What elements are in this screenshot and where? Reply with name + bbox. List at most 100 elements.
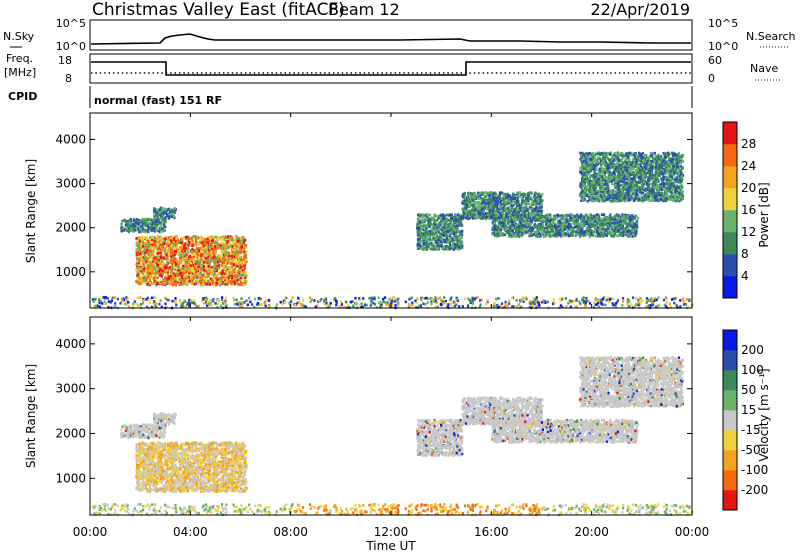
power-cell [238, 262, 240, 265]
power-cell [198, 249, 200, 252]
power-cell [144, 256, 146, 259]
power-cell [478, 206, 480, 209]
power-cell [156, 274, 158, 277]
power-cell [163, 256, 165, 259]
power-cell [181, 254, 183, 257]
power-cell [137, 267, 139, 270]
power-cell [147, 228, 149, 231]
power-cell [432, 237, 434, 240]
power-cell [201, 260, 203, 263]
power-cell [431, 216, 433, 219]
cpid-label: CPID [8, 90, 37, 103]
power-cell [166, 258, 168, 261]
power-cell [489, 199, 491, 202]
power-cell [140, 243, 142, 246]
power-cell [177, 260, 179, 263]
power-cell [475, 194, 477, 197]
power-cell [416, 224, 418, 227]
power-cell [240, 251, 242, 254]
power-cell [458, 243, 460, 246]
power-cell [159, 211, 161, 214]
power-cell [467, 192, 469, 195]
power-cell [207, 280, 209, 283]
power-cell [467, 215, 469, 218]
power-cell [158, 246, 160, 249]
power-cell [237, 274, 239, 277]
power-cell [220, 255, 222, 258]
power-cell [169, 237, 171, 240]
power-cell [174, 254, 176, 257]
power-cell [188, 256, 190, 259]
power-cell [209, 283, 211, 286]
power-cell [156, 270, 158, 273]
power-cell [225, 283, 227, 286]
power-cell [181, 237, 183, 240]
power-cell [208, 265, 210, 268]
power-cell [436, 219, 438, 222]
power-cell [472, 217, 474, 220]
power-cell [218, 256, 220, 259]
power-cell [230, 280, 232, 283]
power-cell [170, 268, 172, 271]
power-cell [144, 220, 146, 223]
power-cell [197, 272, 199, 275]
power-cell [164, 226, 166, 229]
power-cell [162, 230, 164, 233]
power-cell [503, 214, 505, 217]
power-cell [190, 262, 192, 265]
power-cell [461, 230, 463, 233]
power-cell [195, 260, 197, 263]
power-cell [482, 198, 484, 201]
power-cell [537, 210, 539, 213]
power-cell [562, 230, 564, 233]
power-cell [164, 267, 166, 270]
power-cell [423, 224, 425, 227]
power-cell [227, 235, 229, 238]
power-cell [503, 203, 505, 206]
power-cell [164, 208, 166, 211]
power-cell [195, 269, 197, 272]
power-cell [435, 241, 437, 244]
power-cell [420, 227, 422, 230]
power-cell [631, 229, 633, 232]
power-cell [192, 270, 194, 273]
power-cell [463, 203, 465, 206]
power-cell [500, 192, 502, 195]
power-cell [452, 238, 454, 241]
power-cell [491, 210, 493, 213]
power-cell [434, 224, 436, 227]
power-cell [539, 195, 541, 198]
power-cell [500, 200, 502, 203]
power-cell [153, 242, 155, 245]
power-cell [436, 228, 438, 231]
power-cell [222, 258, 224, 261]
power-cell [178, 269, 180, 272]
power-cell [175, 243, 177, 246]
power-cell [426, 248, 428, 251]
nsky-tick-top: 10^5 [56, 17, 86, 30]
power-cell [155, 229, 157, 232]
power-cell [146, 277, 148, 280]
power-cell [431, 246, 433, 249]
power-cell [518, 195, 520, 198]
power-cell [446, 237, 448, 240]
power-cell [170, 213, 172, 216]
power-cell [159, 256, 161, 259]
power-cell [241, 246, 243, 249]
power-cell [457, 213, 459, 216]
power-cell [554, 215, 556, 218]
power-cell [144, 279, 146, 282]
power-cell [485, 191, 487, 194]
power-cell [156, 283, 158, 286]
power-cell [162, 207, 164, 210]
power-cell [610, 235, 612, 238]
power-cell [168, 215, 170, 218]
power-cell [147, 266, 149, 269]
power-cell [418, 234, 420, 237]
power-cell [428, 236, 430, 239]
power-cell [479, 212, 481, 215]
power-cell [136, 244, 138, 247]
power-cell [243, 241, 245, 244]
power-cell [170, 249, 172, 252]
power-cell [466, 210, 468, 213]
